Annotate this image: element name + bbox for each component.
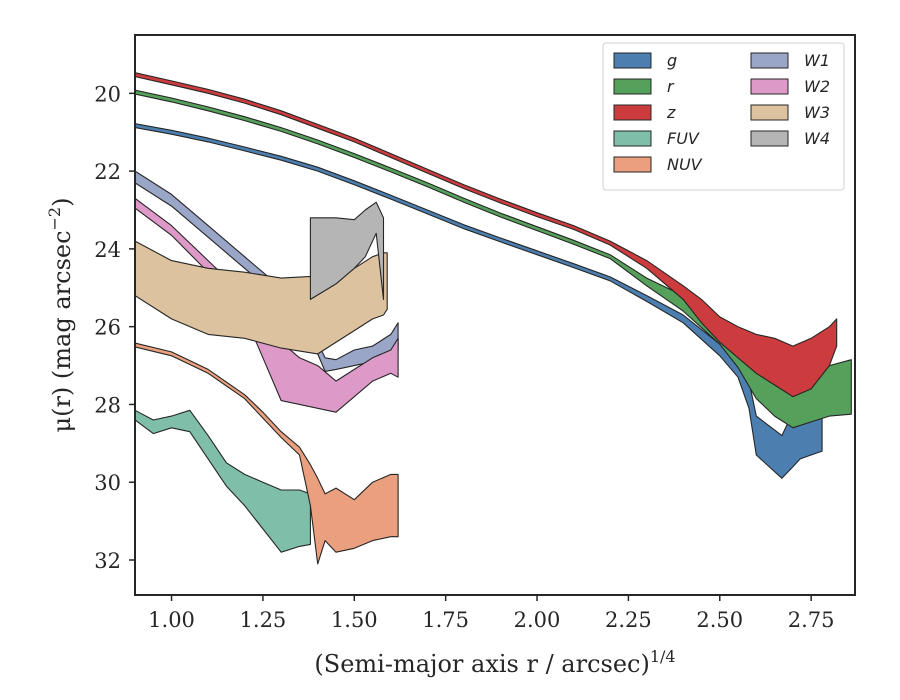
band-area-nuv	[135, 342, 399, 565]
legend-swatch-w2	[750, 78, 789, 95]
x-tick-label: 2.25	[605, 608, 652, 632]
legend-swatch-g	[613, 52, 652, 69]
x-tick-label: 1.50	[331, 608, 378, 632]
band-area-w4	[309, 201, 385, 300]
y-tick-label: 24	[94, 238, 121, 262]
legend-label-w4: W4	[804, 129, 830, 148]
legend-swatch-fuv	[613, 130, 652, 147]
legend-label-w1: W1	[804, 51, 830, 70]
legend-label-g: g	[667, 51, 677, 70]
band-area-g	[135, 123, 823, 479]
x-tick-label: 1.75	[422, 608, 469, 632]
x-tick-label: 2.75	[788, 608, 835, 632]
y-tick-label: 32	[94, 549, 121, 573]
plot-frame	[134, 34, 856, 596]
legend-swatch-w3	[750, 104, 789, 121]
band-areas	[135, 72, 852, 565]
y-tick-label: 20	[94, 82, 121, 106]
y-tick-label: 26	[94, 316, 121, 340]
legend: grz FUV NUV W1 W2 W3 W4	[602, 42, 845, 191]
band-area-w3	[135, 240, 388, 355]
x-tick-label: 1.25	[240, 608, 287, 632]
x-axis-label: (Semi-major axis r / arcsec)1/4	[314, 647, 675, 678]
legend-label-nuv: NUV	[667, 155, 703, 174]
band-area-fuv	[135, 409, 311, 553]
y-axis-ticks: 20 22 24 26 28 30 32	[94, 82, 135, 573]
x-axis-ticks: 1.00 1.25 1.50 1.75 2.00 2.25 2.50 2.75	[148, 595, 835, 632]
x-tick-label: 2.00	[514, 608, 561, 632]
x-tick-label: 1.00	[148, 608, 195, 632]
legend-swatch-w4	[750, 130, 789, 147]
legend-swatch-r	[613, 78, 652, 95]
legend-label-fuv: FUV	[667, 129, 700, 148]
legend-swatch-nuv	[613, 156, 652, 173]
y-tick-label: 22	[94, 160, 121, 184]
legend-swatch-w1	[750, 52, 789, 69]
y-tick-label: 28	[94, 393, 121, 417]
legend-label-w3: W3	[804, 103, 830, 122]
band-area-z	[135, 72, 838, 398]
x-tick-label: 2.50	[696, 608, 743, 632]
legend-label-z: z	[666, 103, 676, 122]
legend-swatch-z	[613, 104, 652, 121]
legend-label-w2: W2	[804, 77, 830, 96]
y-tick-label: 30	[94, 471, 121, 495]
y-axis-label: μ(r) (mag arcsec−2)	[45, 198, 76, 433]
legend-label-r: r	[667, 77, 675, 96]
band-area-r	[135, 89, 852, 429]
